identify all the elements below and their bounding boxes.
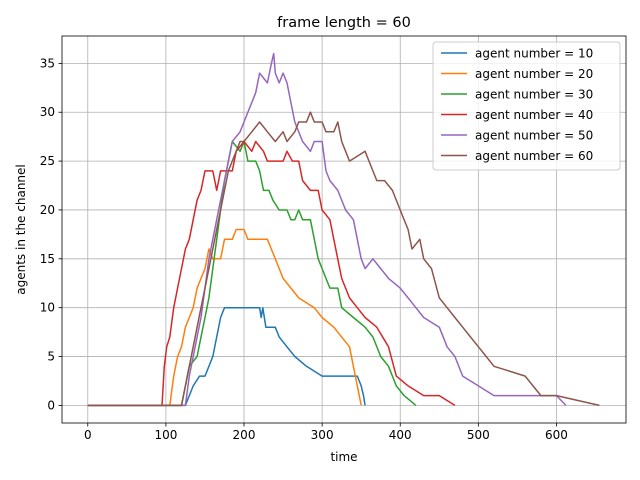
x-tick-label: 400 [389, 428, 412, 442]
y-tick-label: 5 [47, 350, 55, 364]
chart-title: frame length = 60 [277, 15, 411, 31]
legend-box [432, 41, 621, 171]
y-tick-label: 0 [47, 398, 55, 412]
series-line-2 [87, 228, 362, 407]
y-tick-label: 30 [40, 105, 55, 119]
legend-label: agent number = 40 [475, 108, 593, 122]
series-line-4 [87, 140, 456, 407]
legend-label: agent number = 20 [475, 67, 593, 81]
y-tick-label: 25 [40, 154, 55, 168]
legend-label: agent number = 60 [475, 149, 593, 163]
y-tick-label: 10 [40, 301, 55, 315]
axes-frame [61, 35, 627, 424]
x-tick-label: 100 [154, 428, 177, 442]
x-tick-label: 0 [84, 428, 92, 442]
legend-label: agent number = 30 [475, 88, 593, 102]
x-tick-label: 500 [467, 428, 490, 442]
series-line-1 [87, 306, 366, 407]
x-tick-label: 300 [311, 428, 334, 442]
series-line-3 [87, 140, 417, 407]
series-line-6 [87, 111, 600, 407]
x-axis-label: time [330, 450, 357, 464]
ticks: 0 100 200 300 400 500 600 0 5 10 15 20 25 30 35 [40, 56, 568, 442]
x-tick-label: 200 [233, 428, 256, 442]
y-tick-label: 20 [40, 203, 55, 217]
legend-label: agent number = 50 [475, 129, 593, 143]
y-tick-label: 15 [40, 252, 55, 266]
legend-label: agent number = 10 [475, 47, 593, 61]
y-tick-label: 35 [40, 56, 55, 70]
y-axis-label: agents in the channel [14, 164, 28, 294]
plot-area [87, 52, 600, 407]
x-tick-label: 600 [545, 428, 568, 442]
legend: agent number = 10 agent number = 20 agent … [432, 41, 621, 171]
